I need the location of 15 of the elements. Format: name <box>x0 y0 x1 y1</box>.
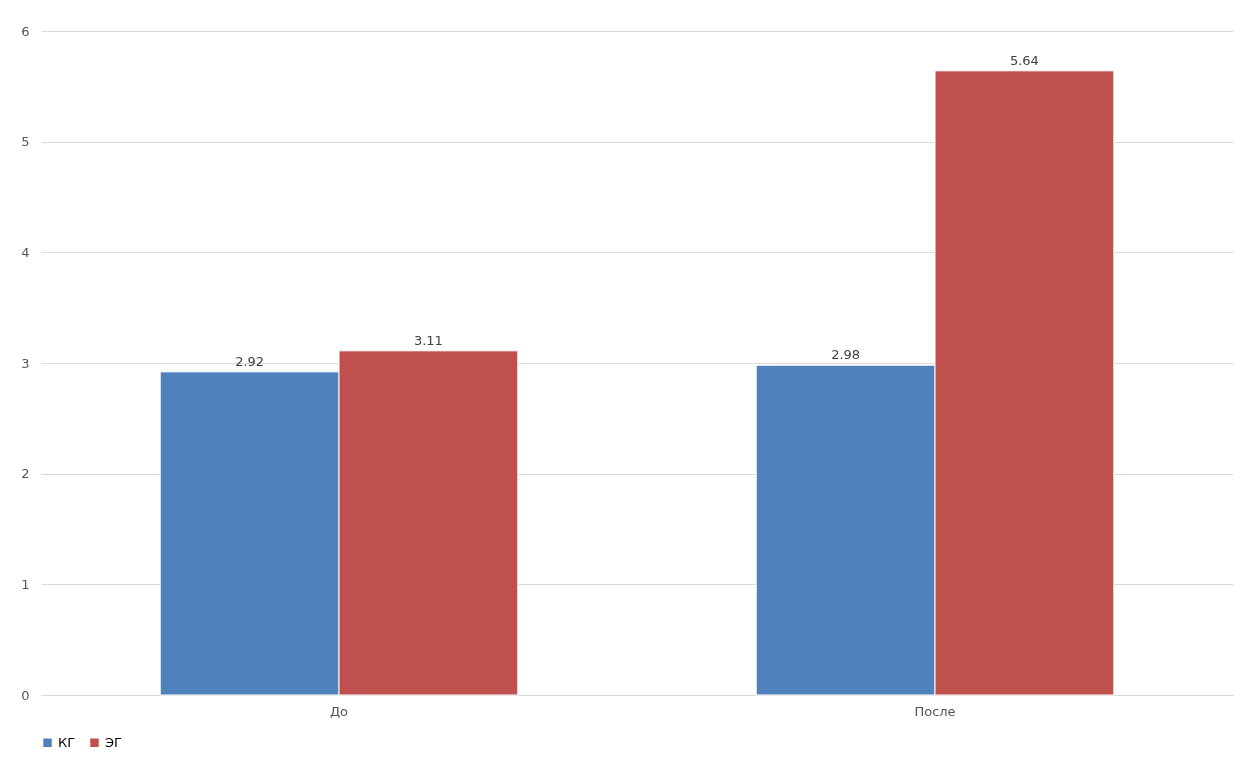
y-tick-label: 6 <box>21 23 30 39</box>
y-tick-label: 4 <box>21 244 30 260</box>
y-tick-label: 0 <box>21 687 30 703</box>
y-tick-label: 2 <box>21 466 30 482</box>
legend-label: КГ <box>58 734 76 750</box>
y-tick-label: 1 <box>21 576 30 592</box>
data-label: 2.98 <box>831 347 861 363</box>
data-label: 5.64 <box>1009 52 1039 68</box>
y-tick-label: 5 <box>21 134 30 150</box>
legend-label: ЭГ <box>105 734 123 750</box>
x-tick-label: После <box>914 703 956 719</box>
x-tick-label: До <box>329 703 349 719</box>
data-label: 2.92 <box>235 353 265 369</box>
y-tick-label: 3 <box>21 355 30 371</box>
data-label: 3.11 <box>413 332 443 348</box>
